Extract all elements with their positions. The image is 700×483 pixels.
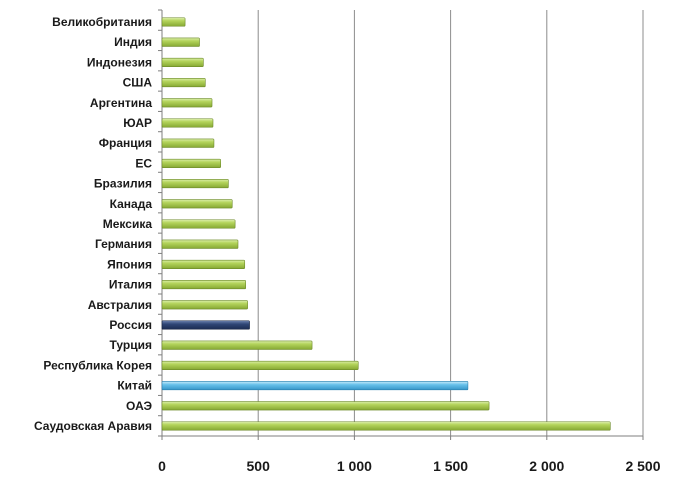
bar <box>161 280 246 290</box>
category-label: Индонезия <box>87 55 152 69</box>
category-label: ЕС <box>135 156 152 170</box>
bars <box>161 17 611 431</box>
bar <box>161 17 186 27</box>
category-label: Россия <box>109 318 152 332</box>
bar <box>161 199 233 209</box>
category-label: Канада <box>110 197 153 211</box>
category-label: Бразилия <box>94 177 152 191</box>
x-tick-label: 500 <box>247 458 271 474</box>
bar <box>161 158 221 168</box>
bar <box>161 179 229 189</box>
bar <box>161 57 204 67</box>
category-label: Саудовская Аравия <box>34 419 152 433</box>
gridlines <box>257 10 644 436</box>
bar <box>161 98 213 108</box>
bar <box>161 320 250 330</box>
category-label: Аргентина <box>90 96 152 110</box>
x-tick-label: 2 500 <box>625 458 660 474</box>
bar <box>161 78 206 88</box>
category-label: США <box>123 76 153 90</box>
category-label: Австралия <box>88 298 152 312</box>
bar <box>161 239 239 249</box>
category-label: Мексика <box>103 217 153 231</box>
category-label: Турция <box>110 338 152 352</box>
bar <box>161 421 611 431</box>
category-label: Китай <box>117 379 152 393</box>
bar <box>161 37 200 47</box>
bar <box>161 401 490 411</box>
bar <box>161 138 215 148</box>
bar <box>161 381 469 391</box>
bar <box>161 360 359 370</box>
x-tick-label: 1 000 <box>337 458 372 474</box>
category-label: Германия <box>95 237 152 251</box>
category-label: ОАЭ <box>126 399 152 413</box>
category-label: Франция <box>99 136 152 150</box>
category-label: Италия <box>109 278 152 292</box>
x-tick-label: 2 000 <box>529 458 564 474</box>
bar <box>161 300 248 310</box>
bar <box>161 118 214 128</box>
category-label: Великобритания <box>52 15 152 29</box>
x-tick-label: 0 <box>158 458 166 474</box>
category-label: Республика Корея <box>43 358 152 372</box>
x-tick-labels: 0 500 1 000 1 500 2 000 2 500 <box>158 458 661 474</box>
category-label: ЮАР <box>123 116 152 130</box>
category-label: Япония <box>107 257 152 271</box>
bar <box>161 259 246 269</box>
category-label: Индия <box>114 35 152 49</box>
bar <box>161 219 236 229</box>
category-labels: Великобритания Индия Индонезия США Аргентина… <box>34 15 152 433</box>
x-tick-label: 1 500 <box>433 458 468 474</box>
bar <box>161 340 313 350</box>
